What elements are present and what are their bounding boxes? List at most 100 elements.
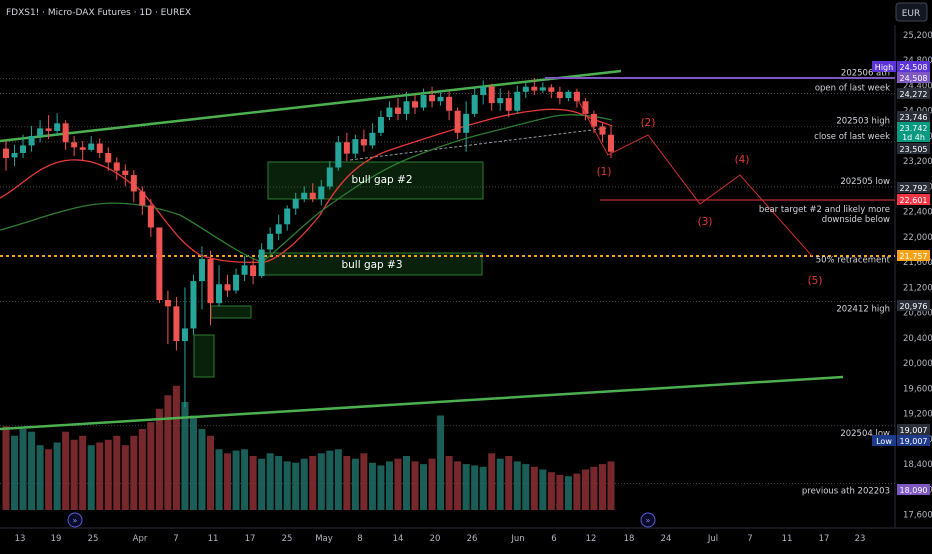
candle-body (369, 132, 376, 146)
volume-bar (309, 456, 317, 510)
volume-bar (198, 429, 206, 510)
candle-body (403, 101, 410, 114)
candle-body (505, 98, 512, 111)
volume-bar (113, 435, 121, 510)
candle-body (480, 86, 487, 95)
volume-bar (249, 456, 257, 510)
candle-body (548, 87, 555, 92)
candle-body (463, 113, 470, 133)
time-axis[interactable]: 13 19 25 Apr 7 11 17 25 May 8 14 20 26 Jun 6 12 18 24 Jul 7… (15, 534, 866, 544)
volume-bar (2, 426, 10, 510)
event-marker-1[interactable]: » (67, 512, 83, 528)
lower-channel-line[interactable] (0, 375, 844, 431)
volume-bar (326, 450, 334, 510)
volume-bar (224, 453, 232, 510)
candle-body (556, 91, 563, 99)
volume-bar (130, 435, 138, 510)
price-tag-value: 22,792 (900, 184, 928, 193)
level-label: 50% retracement (816, 255, 891, 265)
event-marker-icon (640, 512, 656, 528)
date-tick-label: 20 (430, 534, 441, 544)
level-label: close of last week (814, 132, 890, 142)
date-tick-label: 19 (51, 534, 62, 544)
price-tag-bg (897, 88, 930, 99)
price-tag-bg (897, 61, 930, 72)
gap-zone-low (193, 334, 215, 378)
level-label: bear target #2 and likely more (759, 205, 890, 215)
price-tick-label: 20,400 (903, 334, 932, 344)
wave-projection (577, 99, 813, 257)
volume-bar (530, 466, 538, 510)
volume-bar (496, 458, 504, 510)
candle-body (147, 205, 154, 228)
volume-bar (62, 431, 70, 510)
currency-button[interactable] (895, 2, 928, 22)
volume-bar (53, 442, 61, 510)
candle-body (139, 191, 146, 206)
candle-body (250, 265, 257, 277)
price-tick-label: 21,600 (903, 258, 932, 268)
volume-bar (36, 445, 44, 510)
volume-bar (96, 442, 104, 510)
price-tag-label-bg (872, 435, 896, 446)
candle-body (156, 227, 163, 301)
candle-body (216, 284, 223, 304)
volume-bar (189, 415, 197, 510)
price-tag-bg (897, 72, 930, 83)
event-marker-glyph: » (73, 516, 78, 525)
volume-bar (283, 461, 291, 510)
date-tick-label: 14 (393, 534, 404, 544)
candle-body (11, 152, 18, 158)
volume-bar (462, 464, 470, 510)
volume-bar (607, 461, 615, 510)
price-tag-bg (897, 435, 930, 446)
date-tick-label: 7 (747, 534, 752, 544)
candle-body (292, 199, 299, 209)
price-tag-value: 23,742 (900, 124, 928, 133)
date-tick-label: 24 (661, 534, 672, 544)
trend-lines (0, 69, 895, 431)
volume-bar (351, 458, 359, 510)
price-tag-bg (897, 111, 930, 122)
event-marker-2[interactable]: » (640, 512, 656, 528)
price-tag-value: 19,007 (900, 437, 928, 446)
wave-label: (4) (735, 154, 750, 166)
chart-title: FDXS1! · Micro-DAX Futures · 1D · EUREX (6, 8, 191, 18)
volume-bar (437, 415, 445, 510)
volume-bar (138, 429, 146, 510)
level-label: previous ath 202203 (802, 487, 890, 497)
level-label: 202503 high (836, 117, 890, 127)
candle-body (284, 208, 291, 225)
volume-bar (539, 469, 547, 510)
wave-label: (2) (641, 117, 656, 129)
event-marker-glyph: » (646, 516, 651, 525)
candle-body (275, 224, 282, 234)
candle-body (497, 98, 504, 104)
volume-bar (420, 464, 428, 510)
candle-body (198, 259, 205, 282)
volume-bar (343, 456, 351, 510)
volume-bar (556, 474, 564, 510)
candle-body (599, 126, 606, 135)
candle-body (241, 265, 248, 275)
volume-bar (181, 402, 189, 510)
candle-body (224, 284, 231, 291)
date-tick-label: Jul (707, 534, 718, 544)
volume-bar (164, 395, 172, 510)
level-label: open of last week (815, 84, 890, 94)
upper-channel-line[interactable] (0, 69, 622, 143)
volume-bar (471, 465, 479, 510)
candle-body (608, 134, 614, 152)
volume-bar (334, 449, 342, 510)
volume-bar (45, 449, 53, 510)
candle-body (301, 192, 308, 200)
candle-body (318, 186, 325, 200)
candle-body (412, 101, 419, 108)
price-tag-value: 24,508 (900, 63, 928, 72)
volume-bars (2, 385, 615, 510)
price-tag-value: 22,601 (900, 196, 928, 205)
level-labels: 202506 ath open of last week 202503 high cl… (759, 69, 891, 497)
price-tick-label: 18,400 (903, 460, 932, 470)
